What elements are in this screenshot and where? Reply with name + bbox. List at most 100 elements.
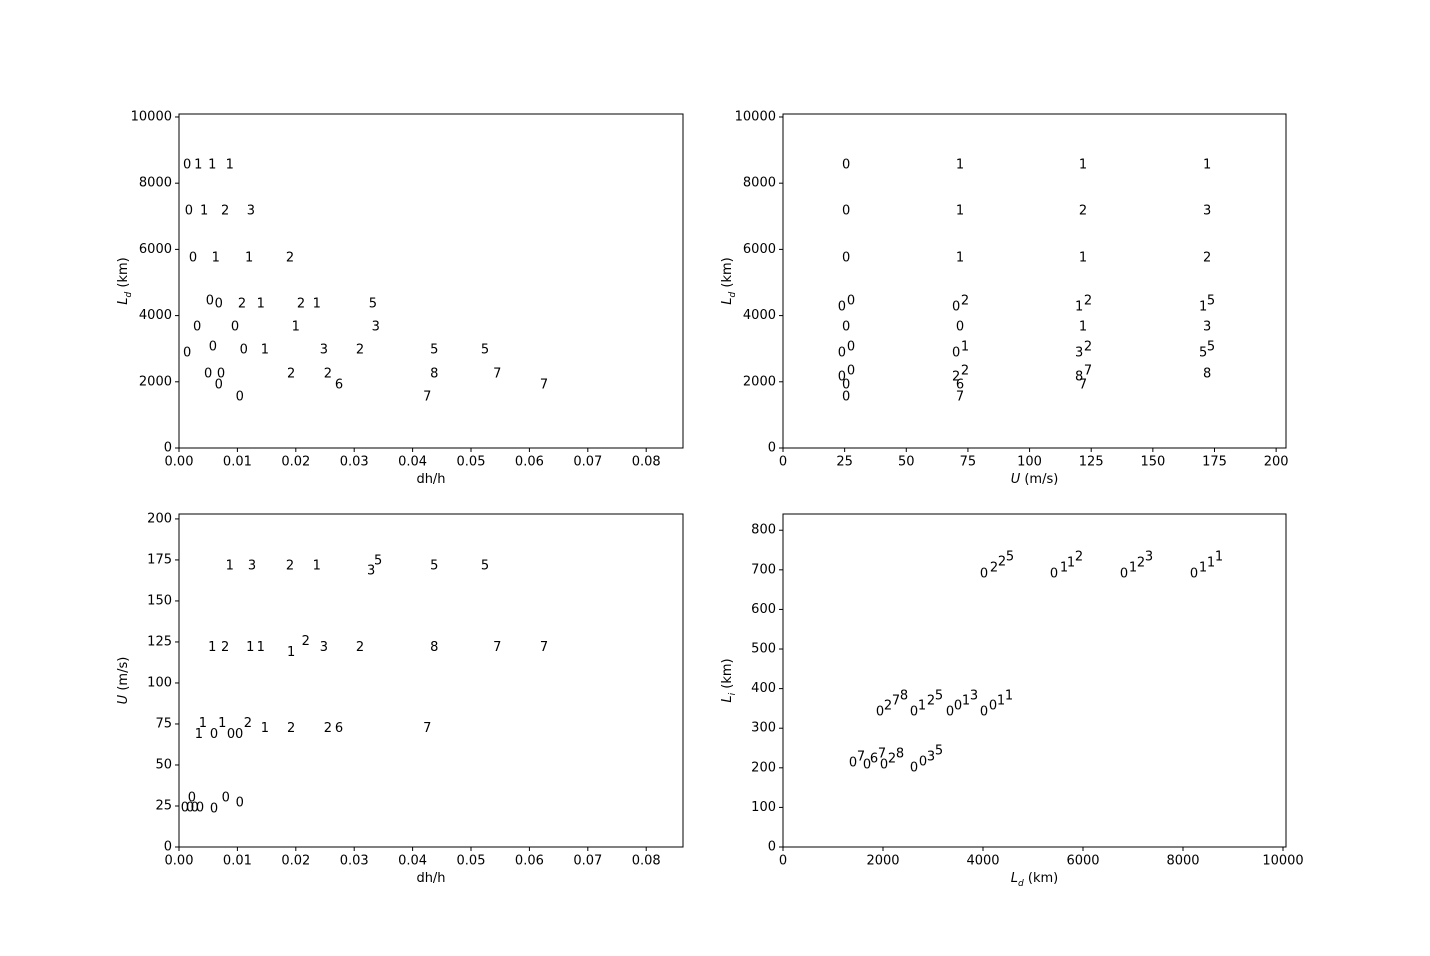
axis-label-part: i	[728, 692, 738, 695]
axis-label-part: d	[1018, 879, 1024, 889]
y-tick-label: 0	[164, 441, 172, 456]
point-label: 8	[430, 640, 438, 655]
x-tick-label: 0.07	[573, 455, 602, 470]
point-label: 0	[240, 343, 248, 358]
point-label: 0	[847, 363, 855, 378]
point-label: 1	[1079, 319, 1087, 334]
point-label: 8	[1203, 366, 1211, 381]
axis-label-part: d	[728, 291, 738, 297]
y-tick-label: 100	[147, 675, 172, 690]
y-tick-label: 800	[751, 523, 776, 538]
point-label: 2	[927, 693, 935, 708]
point-label: 0	[209, 340, 217, 355]
point-label: 5	[1207, 340, 1215, 355]
point-label: 0	[206, 294, 214, 309]
point-label: 0	[842, 378, 850, 393]
point-label: 1	[194, 157, 202, 172]
y-tick-label: 300	[751, 721, 776, 736]
point-label: 0	[193, 319, 201, 334]
point-label: 1	[997, 693, 1005, 708]
plot-frame	[782, 513, 1287, 848]
point-label: 0	[880, 758, 888, 773]
y-tick-label: 0	[768, 840, 776, 855]
subplot: 0 25 50 75 100 125 150 175 200020004000600080001…	[720, 109, 1289, 486]
x-tick-label: 0.01	[223, 455, 252, 470]
point-label: 0	[183, 345, 191, 360]
plot-frame	[178, 113, 684, 449]
point-label: 1	[1199, 299, 1207, 314]
axis-label: U (m/s)	[116, 657, 131, 705]
point-label: 0	[185, 203, 193, 218]
point-label: 2	[1137, 556, 1145, 571]
point-label: 5	[935, 744, 943, 759]
point-label: 1	[1079, 157, 1087, 172]
point-label: 0	[952, 345, 960, 360]
point-label: 6	[870, 752, 878, 767]
x-tick-label: 0.07	[573, 854, 602, 869]
y-tick-label: 25	[155, 798, 172, 813]
point-label: 5	[430, 343, 438, 358]
point-label: 1	[212, 250, 220, 265]
point-label: 5	[369, 297, 377, 312]
point-label: 0	[980, 567, 988, 582]
point-label: 2	[286, 558, 294, 573]
point-label: 2	[356, 343, 364, 358]
axis-label: dh/h	[416, 871, 445, 886]
point-label: 0	[876, 704, 884, 719]
point-label: 5	[1207, 294, 1215, 309]
point-label: 3	[320, 343, 328, 358]
point-label: 1	[257, 640, 265, 655]
x-tick-label: 0.03	[340, 854, 369, 869]
point-label: 1	[956, 203, 964, 218]
point-label: 1	[961, 340, 969, 355]
axis-label-part: U	[116, 694, 131, 704]
point-label: 2	[1084, 340, 1092, 355]
point-label: 0	[227, 727, 235, 742]
y-tick-label: 8000	[139, 176, 172, 191]
x-tick-label: 0.04	[398, 854, 427, 869]
x-tick-label: 0.04	[398, 455, 427, 470]
point-label: 0	[842, 203, 850, 218]
y-tick-label: 75	[155, 716, 172, 731]
point-label: 0	[222, 791, 230, 806]
axis-label: Li (km)	[720, 658, 738, 702]
y-tick-label: 50	[155, 757, 172, 772]
point-label: 2	[1084, 294, 1092, 309]
point-label: 1	[199, 716, 207, 731]
point-label: 3	[367, 563, 375, 578]
point-label: 0	[910, 704, 918, 719]
axis-label: Ld (km)	[720, 257, 738, 304]
point-label: 2	[998, 554, 1006, 569]
axis-label-part: (m/s)	[116, 657, 131, 695]
point-label: 0	[849, 756, 857, 771]
x-tick-label: 2000	[866, 854, 899, 869]
axis-label-part: dh/h	[416, 871, 445, 886]
point-label: 8	[896, 746, 904, 761]
point-label: 0	[188, 791, 196, 806]
point-label: 0	[210, 802, 218, 817]
point-label: 0	[191, 801, 199, 816]
plot-frame	[782, 113, 1287, 449]
axis-label-part: (km)	[1024, 871, 1058, 886]
point-label: 2	[297, 297, 305, 312]
point-label: 3	[1203, 319, 1211, 334]
axis-label-part: L	[720, 297, 735, 304]
point-label: 3	[927, 750, 935, 765]
point-label: 3	[372, 319, 380, 334]
point-label: 2	[287, 366, 295, 381]
axis-label: Ld (km)	[1011, 871, 1058, 889]
y-tick-label: 600	[751, 602, 776, 617]
point-label: 8	[900, 689, 908, 704]
x-tick-label: 8000	[1166, 854, 1199, 869]
point-label: 5	[935, 689, 943, 704]
x-tick-label: 100	[1017, 455, 1042, 470]
point-label: 1	[292, 319, 300, 334]
point-label: 0	[215, 297, 223, 312]
point-label: 1	[257, 297, 265, 312]
point-label: 0	[838, 369, 846, 384]
point-label: 0	[842, 319, 850, 334]
y-tick-label: 200	[147, 511, 172, 526]
y-tick-label: 500	[751, 642, 776, 657]
point-label: 2	[1075, 550, 1083, 565]
